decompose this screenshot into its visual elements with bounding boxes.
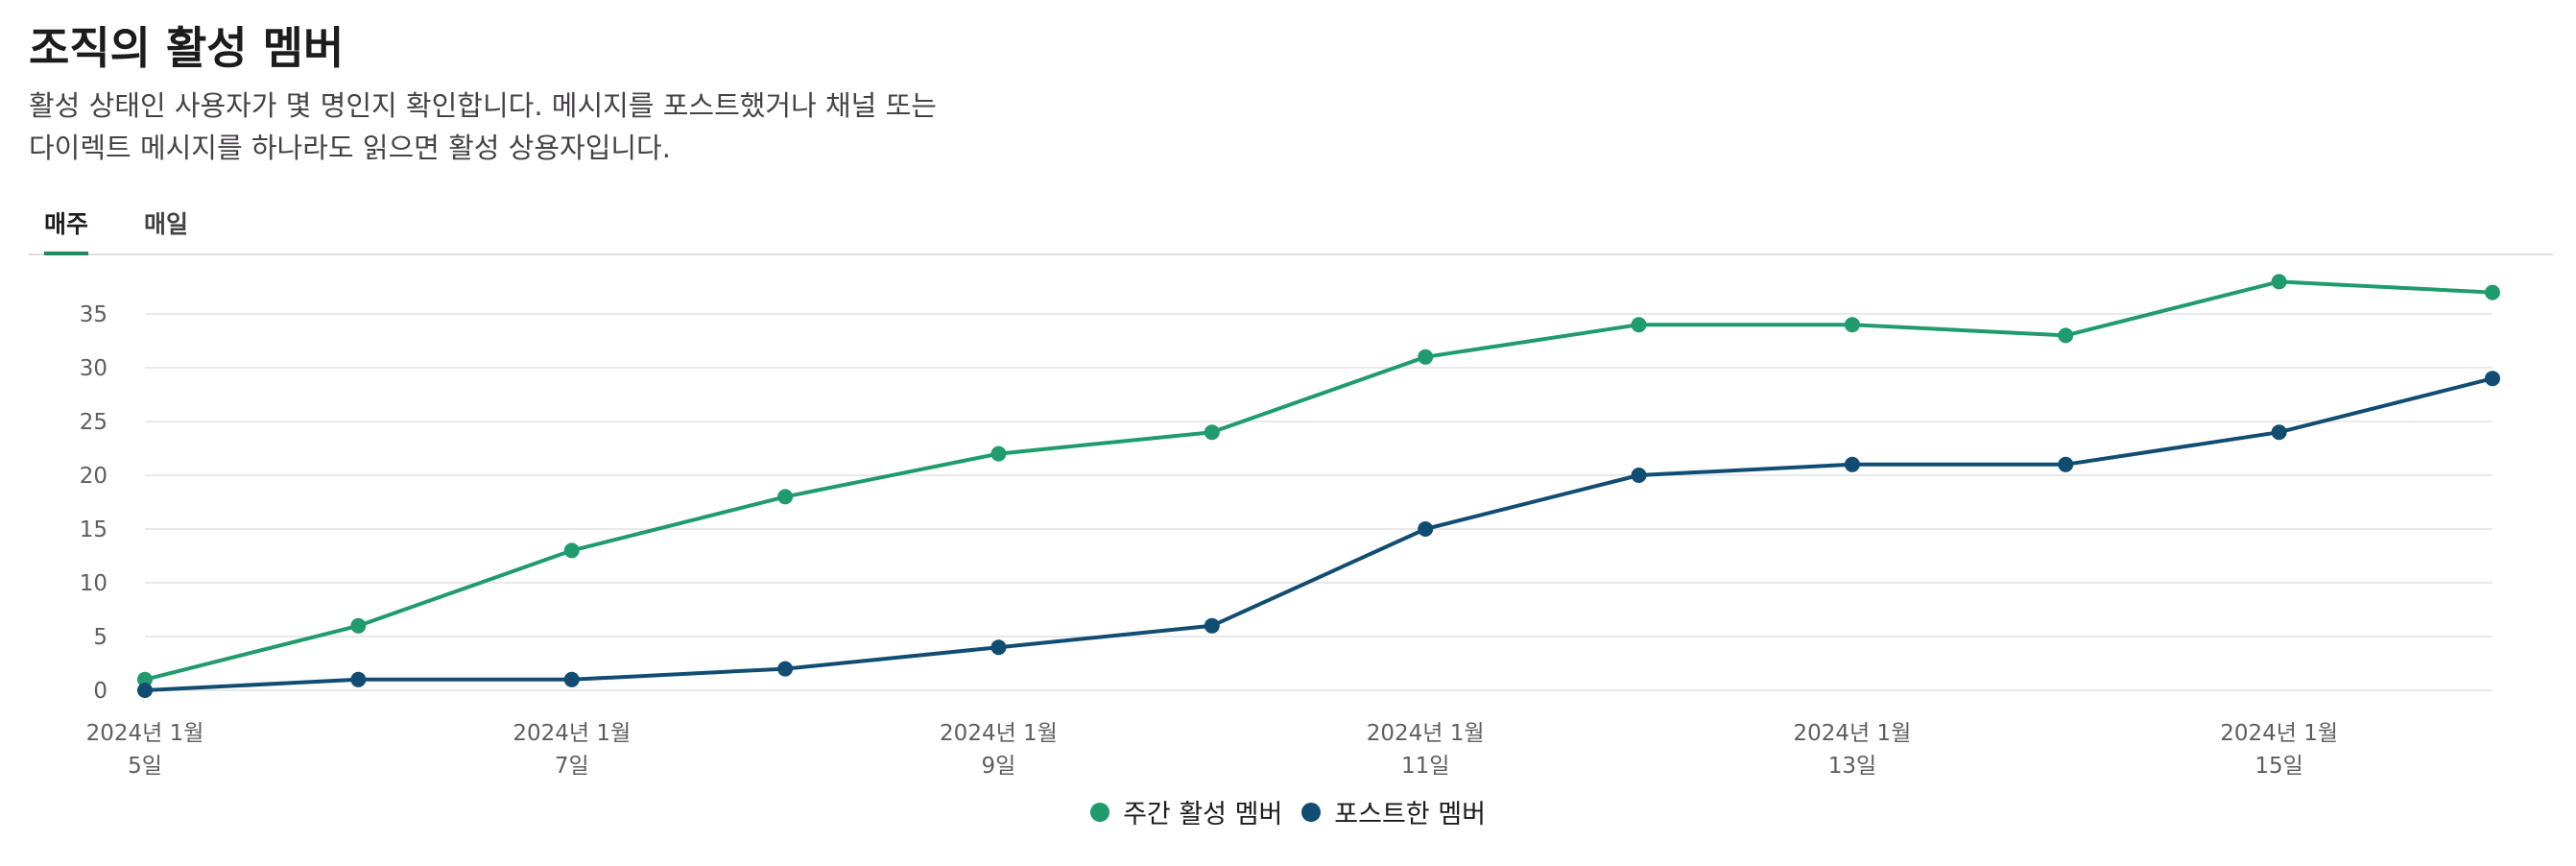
legend-label-weekly-active: 주간 활성 멤버 bbox=[1123, 800, 1283, 830]
series-1-point-8 bbox=[1844, 456, 1860, 472]
series-1-point-3 bbox=[777, 661, 794, 677]
period-tabs: 매주 매일 bbox=[29, 198, 2553, 255]
tab-daily[interactable]: 매일 bbox=[144, 210, 189, 238]
x-tick-label-10-line1: 2024년 1월 bbox=[2220, 721, 2338, 746]
x-tick-label-10-line2: 15일 bbox=[2254, 754, 2302, 778]
series-1-point-5 bbox=[1204, 617, 1220, 634]
series-0-point-6 bbox=[1418, 349, 1434, 365]
series-1-point-11 bbox=[2485, 371, 2500, 387]
x-tick-label-4-line2: 9일 bbox=[982, 754, 1016, 778]
y-tick-label-30: 30 bbox=[80, 356, 107, 381]
series-1-point-7 bbox=[1631, 468, 1647, 483]
series-line-1 bbox=[144, 376, 2493, 692]
series-line-0 bbox=[144, 279, 2493, 682]
x-tick-label-8-line1: 2024년 1월 bbox=[1794, 721, 1912, 746]
y-tick-label-5: 5 bbox=[93, 625, 107, 650]
legend-item-posted[interactable]: 포스트한 멤버 bbox=[1301, 793, 1486, 830]
description-line-2: 다이렉트 메시지를 하나라도 읽으면 활성 상용자입니다. bbox=[29, 132, 671, 164]
active-members-chart: 0 5 10 15 20 25 30 35 2024년 1월 5일 2024년 1월 7일 2024년 … bbox=[80, 274, 2500, 778]
series-0-point-11 bbox=[2485, 284, 2500, 301]
series-0-point-1 bbox=[350, 617, 367, 634]
legend-item-weekly-active[interactable]: 주간 활성 멤버 bbox=[1090, 793, 1282, 830]
tab-weekly[interactable]: 매주 bbox=[44, 205, 89, 255]
legend-dot-posted bbox=[1301, 802, 1322, 822]
y-tick-label-0: 0 bbox=[93, 679, 107, 704]
legend-dot-weekly-active bbox=[1090, 802, 1110, 822]
series-0-point-10 bbox=[2271, 274, 2287, 290]
series-1-point-6 bbox=[1418, 521, 1434, 537]
series-1-point-1 bbox=[350, 671, 367, 687]
series-0-point-2 bbox=[563, 542, 580, 559]
series-0-point-3 bbox=[777, 489, 794, 505]
series-1-point-9 bbox=[2058, 456, 2074, 472]
y-tick-label-20: 20 bbox=[80, 464, 107, 489]
series-1-point-2 bbox=[563, 671, 580, 687]
series-0-point-5 bbox=[1204, 424, 1220, 441]
y-tick-label-15: 15 bbox=[80, 517, 107, 542]
y-tick-label-10: 10 bbox=[80, 571, 107, 596]
legend-label-posted: 포스트한 멤버 bbox=[1334, 800, 1486, 830]
page-description: 활성 상태인 사용자가 몇 명인지 확인합니다. 메시지를 포스트했거나 채널 … bbox=[29, 84, 1085, 169]
y-tick-label-25: 25 bbox=[80, 410, 107, 435]
x-tick-label-2-line2: 7일 bbox=[555, 754, 589, 778]
series-1-point-10 bbox=[2271, 424, 2287, 441]
description-line-1: 활성 상태인 사용자가 몇 명인지 확인합니다. 메시지를 포스트했거나 채널 … bbox=[29, 89, 937, 122]
y-tick-label-35: 35 bbox=[80, 302, 107, 327]
x-tick-label-0-line1: 2024년 1월 bbox=[86, 721, 204, 746]
series-0-point-8 bbox=[1844, 317, 1860, 333]
x-tick-label-0-line2: 5일 bbox=[128, 754, 162, 778]
x-tick-label-6-line1: 2024년 1월 bbox=[1367, 721, 1485, 746]
series-0-point-4 bbox=[990, 445, 1007, 462]
chart-legend: 주간 활성 멤버 포스트한 멤버 bbox=[0, 793, 2576, 830]
x-tick-label-4-line1: 2024년 1월 bbox=[940, 721, 1058, 746]
series-1-point-0 bbox=[137, 683, 153, 698]
x-tick-label-2-line1: 2024년 1월 bbox=[513, 721, 631, 746]
x-tick-label-8-line2: 13일 bbox=[1828, 754, 1876, 778]
series-1-point-4 bbox=[990, 639, 1007, 656]
page-title: 조직의 활성 멤버 bbox=[29, 22, 345, 74]
x-tick-label-6-line2: 11일 bbox=[1401, 754, 1449, 778]
series-0-point-9 bbox=[2058, 327, 2074, 344]
series-0-point-7 bbox=[1631, 317, 1647, 333]
series-0-point-0 bbox=[137, 671, 153, 687]
